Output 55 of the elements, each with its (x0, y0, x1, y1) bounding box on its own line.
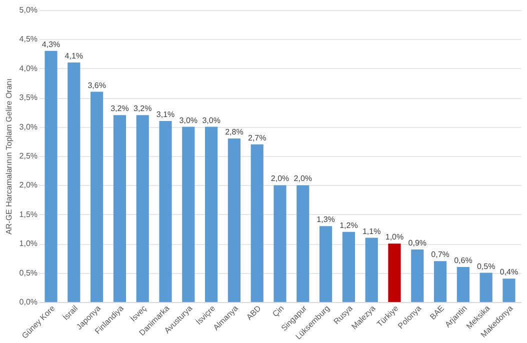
y-tick-label: 1,5% (19, 210, 38, 219)
data-label: 4,3% (42, 40, 60, 49)
bar (182, 126, 195, 302)
bar (456, 266, 470, 302)
data-label: 0,5% (476, 262, 496, 271)
data-label: 1,2% (340, 220, 358, 230)
y-tick-label: 2,0% (19, 180, 38, 190)
bar (44, 50, 58, 302)
bar (274, 185, 286, 302)
data-label: 4,1% (64, 52, 84, 61)
bar (411, 249, 424, 302)
y-tick-label: 4,5% (19, 34, 38, 44)
data-label: 3,0% (202, 116, 220, 125)
y-tick-label: 0,5% (19, 268, 38, 278)
y-tick-label: 5,0% (19, 6, 38, 14)
bar (502, 278, 516, 302)
data-label: 1,1% (362, 226, 381, 236)
bar (205, 126, 218, 302)
bar (113, 115, 126, 302)
bar (388, 244, 401, 302)
data-label: 3,2% (110, 104, 129, 114)
bar (342, 232, 355, 302)
data-label: 3,1% (156, 110, 175, 119)
data-label: 3,0% (179, 116, 198, 125)
bar (365, 238, 378, 302)
data-label: 2,0% (270, 174, 290, 184)
bar (90, 92, 104, 302)
bar (250, 144, 264, 302)
bar (480, 272, 492, 302)
data-label: 3,2% (133, 104, 152, 114)
data-label: 0,4% (500, 268, 518, 277)
y-axis-title: AR-GE Harcamalarının Toplam Gelire Oranı (4, 78, 14, 234)
bar (434, 261, 447, 302)
bar (159, 120, 172, 302)
y-tick-label: 1,0% (19, 239, 38, 248)
data-label: 1,0% (385, 232, 404, 242)
bar (320, 226, 332, 302)
data-label: 2,7% (248, 133, 266, 142)
data-label: 3,6% (88, 80, 106, 90)
data-label: 0,6% (454, 256, 472, 265)
y-tick-label: 0,0% (19, 298, 38, 306)
y-tick-label: 4,0% (19, 64, 38, 73)
x-tick-label: Çin (270, 304, 286, 319)
data-label: 2,8% (225, 127, 244, 136)
data-label: 2,0% (294, 174, 312, 184)
data-label: 0,9% (408, 238, 427, 248)
bar (228, 138, 240, 302)
y-tick-label: 3,5% (19, 93, 38, 102)
bar (296, 185, 310, 302)
y-tick-label: 3,0% (19, 122, 38, 132)
bar (68, 62, 80, 302)
y-tick-label: 2,5% (19, 152, 38, 160)
bar (136, 115, 149, 302)
data-label: 0,7% (431, 250, 450, 260)
data-label: 1,3% (316, 215, 335, 224)
